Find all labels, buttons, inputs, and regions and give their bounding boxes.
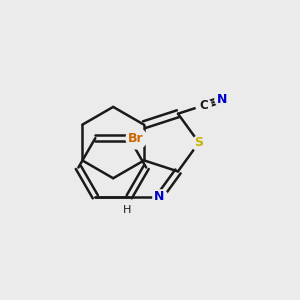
Text: N: N [217, 93, 227, 106]
Text: Br: Br [128, 132, 144, 145]
Text: S: S [194, 136, 203, 149]
Text: H: H [123, 205, 131, 215]
Text: C: C [199, 99, 208, 112]
Text: N: N [154, 190, 165, 203]
